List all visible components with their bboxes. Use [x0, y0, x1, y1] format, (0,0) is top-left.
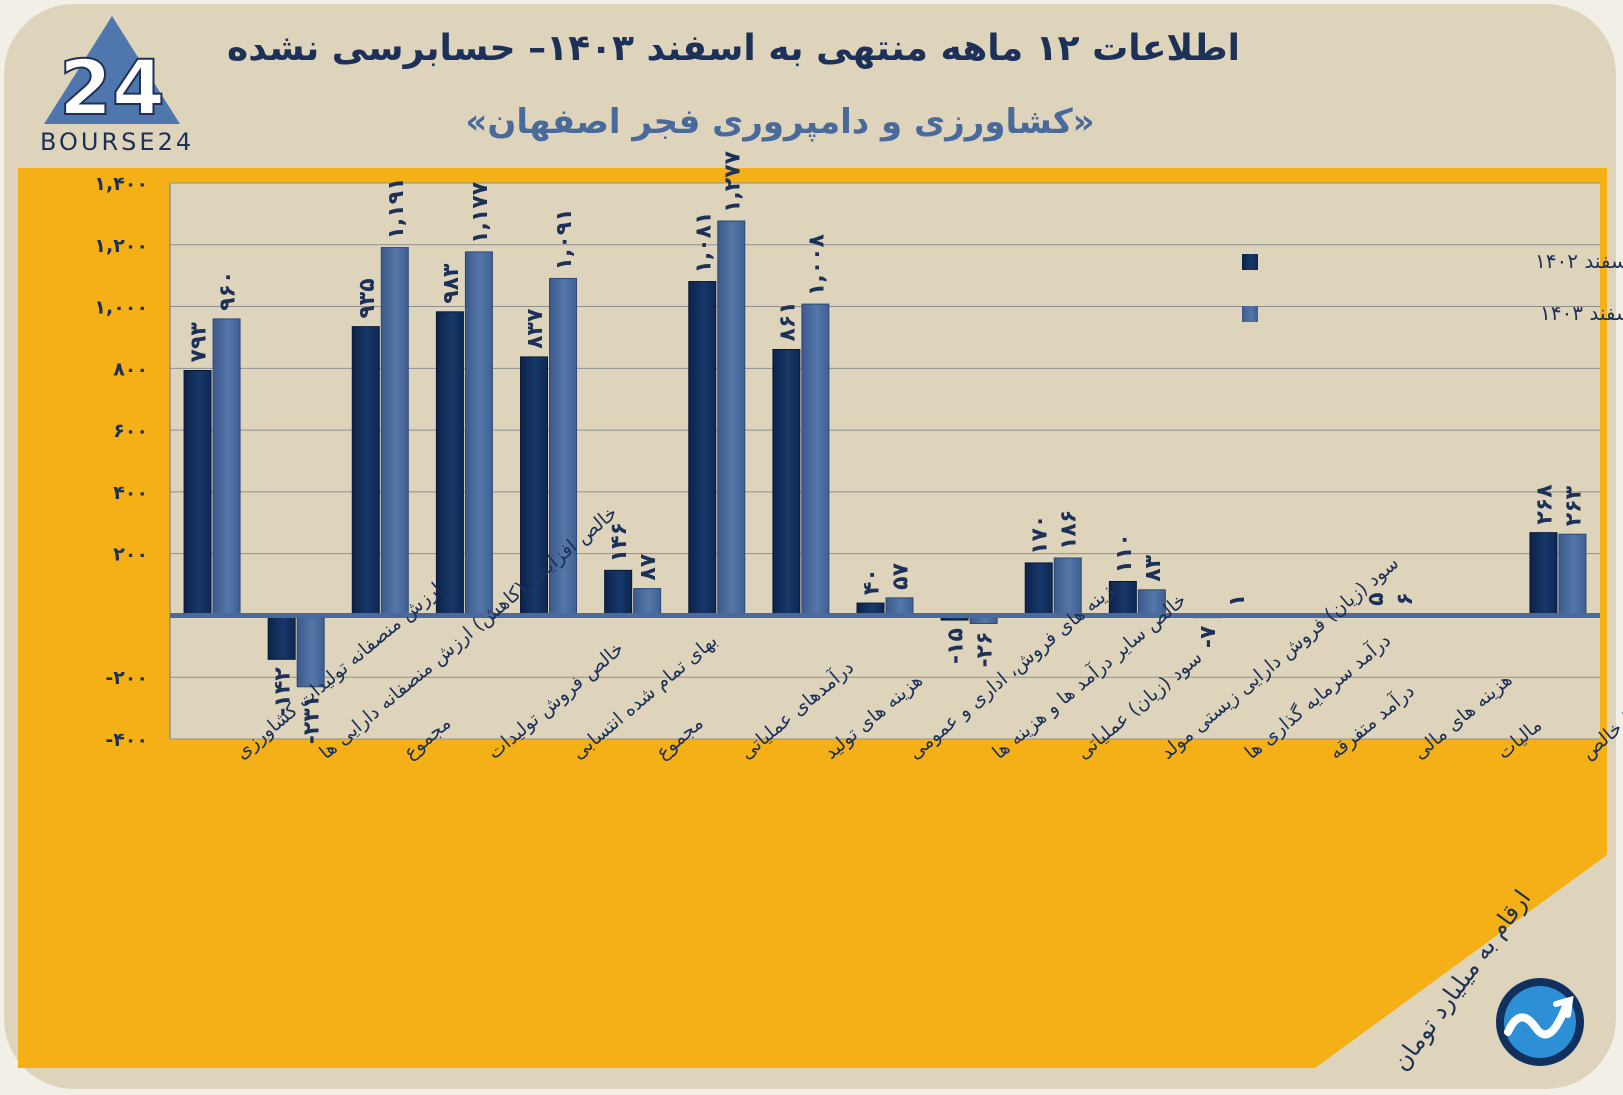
bar-1402	[351, 326, 380, 616]
y-tick-label: ۲۰۰	[113, 544, 148, 566]
bar-1403	[1558, 533, 1587, 616]
bar-1403	[717, 220, 746, 616]
y-tick-label: -۴۰۰	[105, 729, 148, 751]
bar-1402	[604, 569, 633, 616]
bar-value-label: ۹۳۵	[355, 278, 380, 318]
legend: عملکرد منتهی به اسفند ۱۴۰۲ عملکرد منتهی …	[1242, 249, 1623, 325]
bar-1402	[1529, 532, 1558, 616]
bar-1402	[435, 311, 464, 616]
bar-value-label: -۲۶	[973, 631, 998, 667]
bar-value-label: ۲۶۳	[1561, 485, 1586, 526]
bar-1402	[772, 348, 801, 616]
bar-value-label: ۱	[1225, 594, 1250, 607]
corner-logo-icon	[1496, 978, 1584, 1066]
bar-value-label: -۲۳۱	[300, 695, 325, 744]
bar-value-label: ۱,۰۹۱	[552, 208, 577, 270]
bar-value-label: ۱۷۰	[1028, 515, 1053, 555]
bar-value-label: ۱,۱۷۷	[468, 181, 493, 244]
page-title: اطلاعات ۱۲ ماهه منتهی به اسفند ۱۴۰۳– حسا…	[227, 28, 1240, 69]
logo-digits: 24	[59, 43, 165, 132]
bar-value-label: ۵۷	[889, 562, 914, 589]
bar-1402	[1024, 562, 1053, 616]
bar-1402	[1108, 580, 1137, 616]
bar-value-label: -۷	[1196, 625, 1221, 648]
bar-value-label: ۷۹۳	[187, 322, 212, 363]
bar-value-label: ۱,۰۸۱	[691, 211, 716, 273]
y-tick-label: ۱,۲۰۰	[94, 235, 148, 257]
y-tick-label: ۶۰۰	[113, 420, 148, 442]
bar-value-label: ۶	[1393, 592, 1418, 605]
bar-value-label: ۱,۱۹۱	[384, 177, 409, 239]
legend-label-1403: عملکرد منتهی به اسفند ۱۴۰۳	[1540, 301, 1623, 325]
bar-value-label: -۱۴۲	[271, 667, 296, 717]
bar-value-label: ۱۸۶	[1057, 510, 1082, 550]
legend-swatch-1402	[1242, 254, 1258, 270]
bar-value-label: ۹۸۳	[439, 263, 464, 304]
bar-value-label: ۸۶۱	[775, 301, 800, 341]
bar-value-label: ۴۰	[860, 568, 885, 595]
y-axis: ۱,۴۰۰ ۱,۲۰۰ ۱,۰۰۰ ۸۰۰ ۶۰۰ ۴۰۰ ۲۰۰ -۲۰۰ -۴۰۰	[94, 173, 148, 751]
brand-name: BOURSE24	[40, 128, 195, 156]
bar-value-label: ۱,۰۰۸	[804, 233, 829, 296]
bourse24-logo-icon: 24	[44, 16, 180, 133]
bar-value-label: ۱۱۰	[1112, 533, 1137, 573]
y-tick-label: ۱,۰۰۰	[94, 297, 148, 319]
bar-1403	[549, 277, 578, 616]
bar-value-label: ۸۳	[1141, 554, 1166, 581]
y-tick-label: -۲۰۰	[105, 667, 148, 689]
y-tick-label: ۴۰۰	[113, 482, 148, 504]
bar-value-label: ۱,۲۷۷	[720, 150, 745, 213]
y-tick-label: ۸۰۰	[113, 358, 148, 380]
bar-1403	[633, 588, 662, 616]
bar-value-label: ۸۳۷	[523, 308, 548, 349]
bar-1403	[380, 247, 409, 616]
bar-1403	[801, 303, 830, 616]
company-subtitle: «کشاورزی و دامپروری فجر اصفهان»	[465, 102, 1095, 142]
bar-1402	[183, 369, 212, 616]
bar-value-label: ۹۶۰	[216, 271, 241, 311]
legend-swatch-1403	[1242, 306, 1258, 322]
bar-1402	[520, 356, 549, 616]
bar-value-label: ۲۶۸	[1532, 484, 1557, 525]
bar-1403	[885, 597, 914, 616]
y-tick-label: ۱,۴۰۰	[94, 173, 148, 195]
bar-1403	[464, 251, 493, 616]
bar-1403	[212, 318, 241, 616]
legend-label-1402: عملکرد منتهی به اسفند ۱۴۰۲	[1535, 249, 1623, 273]
bar-value-label: ۱۴۶	[607, 522, 632, 562]
bar-value-label: ۵	[1364, 592, 1389, 605]
bar-1402	[267, 614, 296, 660]
bar-1402	[688, 281, 717, 616]
bars: ۷۹۳ -۱۴۲ ۹۳۵ ۹۸۳ ۸۳۷ ۱۴۶ ۱,۰۸۱ ۸۶۱ ۴۰ -۱۵ ۱۷۰ ۱۱۰ -۷…	[170, 150, 1600, 744]
bar-value-label: -۱۵	[944, 628, 969, 664]
bar-1403	[1053, 557, 1082, 616]
bar-value-label: ۸۷	[636, 553, 661, 580]
